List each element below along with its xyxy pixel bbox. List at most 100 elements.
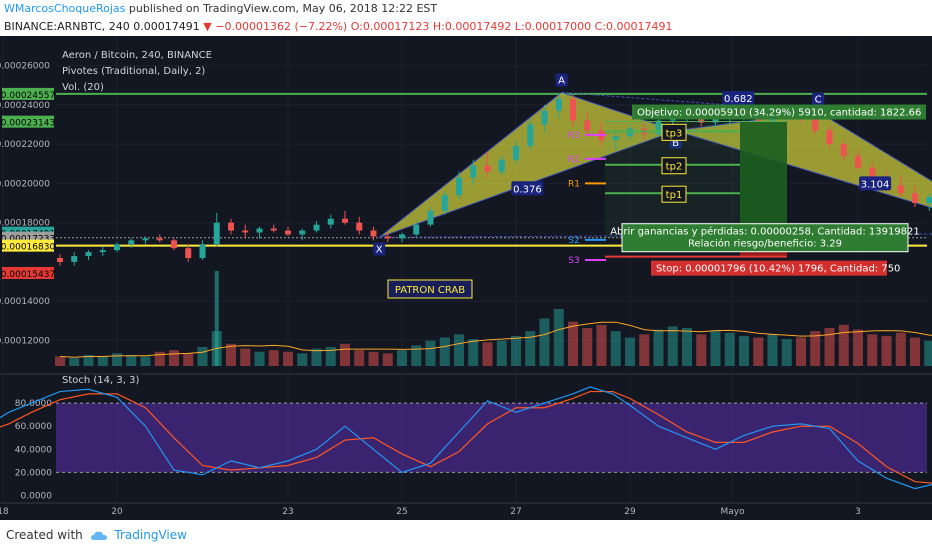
pattern-ratio-label: 3.104 [861,179,890,190]
time-tick-label: 25 [396,507,407,517]
target-info-box [632,104,926,120]
volume-bar [183,353,194,366]
price-tick-label: 0.00020000 [0,179,50,189]
stoch-d-line [0,390,932,484]
volume-bar [368,351,379,366]
volume-bar [340,343,350,366]
stoch-tick-label: 20.0000 [15,468,52,478]
price-axis-badge-label: 0.00015437 [1,270,55,280]
volume-bar [140,356,151,366]
target-label-tp1: tp1 [666,190,683,201]
pattern-ratio-badge [722,90,755,105]
candle-body [855,155,861,168]
price-change: −0.00001362 (−7.22%) [215,20,348,33]
volume-bar [539,318,550,366]
pnl-info-box [621,223,909,253]
volume-bar [97,356,108,366]
volume-bar [596,324,607,366]
stop-info-box [651,260,887,276]
candle-body [142,238,149,241]
price-tick-label: 0.00024000 [0,101,50,111]
candle-body [897,185,904,194]
footer: Created with TradingView [0,520,932,550]
pattern-ratio-badge [859,176,892,191]
volume-bar [83,354,94,366]
volume-bar [482,342,493,366]
candle-body [413,224,420,235]
pattern-ac-line [561,91,819,113]
price-axis-badge-label: 0.00023143 [1,119,55,129]
legend-symbol: Aeron / Bitcoin, 240, BINANCE [62,50,212,61]
volume-bar [824,328,835,366]
volume-bar [525,331,536,366]
stoch-tick-label: 80.0000 [15,399,52,409]
legend-volume: Vol. (20) [62,82,104,93]
pattern-name-box [387,279,473,299]
pivot-label-r2: R2 [568,155,580,165]
candle-body [171,240,177,249]
target-box-tp3 [661,123,687,141]
tradingview-cloud-icon [90,531,107,540]
stoch-tick-label: 60.0000 [15,422,52,432]
candle-body [370,230,377,237]
volume-bar [553,309,564,366]
candle-body [114,244,120,251]
candle-body [299,230,306,235]
risk-reward-text: Relación riesgo/beneficio: 3.29 [688,238,842,250]
volume-bar [582,328,593,366]
time-tick-label: 3 [855,507,861,517]
price-axis-badge [2,266,54,279]
tradingview-link[interactable]: TradingView [114,528,187,542]
candle-body [541,110,548,125]
candle-body [655,120,662,135]
volume-bar [69,358,80,366]
down-arrow-icon: ▼ [203,20,212,33]
price-axis-badge [2,239,54,252]
candle-body [242,230,249,233]
price-axis-badge-label: 0.00024557 [1,91,55,101]
volume-bar [354,350,365,366]
candle-body [356,222,363,231]
legend-stoch: Stoch (14, 3, 3) [62,375,140,386]
volume-bar [781,339,792,366]
pattern-point-b-label: B [672,138,679,149]
volume-spike-bar [214,271,219,366]
chart-area[interactable]: 0.00026000 0.00024000 0.00022000 0.00020000… [0,36,932,520]
volume-bar [853,329,863,366]
candle-body [513,146,519,160]
candle-body [912,193,918,204]
chart-svg[interactable]: 0.00026000 0.00024000 0.00022000 0.00020000… [0,36,932,520]
publication-info: published on TradingView.com, May 06, 20… [125,2,438,15]
candle-body [555,98,562,111]
volume-ma-line [59,321,932,358]
pattern-point-c-badge [812,92,825,106]
volume-bar [425,340,436,366]
candle-body [826,130,833,145]
volume-bar [311,348,322,366]
volume-bar [254,351,265,366]
candle-body [228,222,234,231]
price-tick-label: 0.00012000 [0,336,50,346]
volume-bar [568,321,578,366]
time-tick-label: 23 [282,507,293,517]
candle-body [256,228,263,233]
stoch-tick-label: 0.0000 [21,492,53,502]
pivot-label-r1: R1 [568,179,580,189]
volume-bar [325,347,336,366]
candle-body [484,165,491,172]
time-tick-label: Mayo [721,507,746,517]
author-link[interactable]: WMarcosChoqueRojas [4,2,126,15]
candle-body [427,210,434,225]
pattern-name-label: PATRON CRAB [395,285,465,296]
volume-bar [653,329,664,366]
volume-bar [496,340,507,366]
symbol-ohlc-header: BINANCE:ARNBTC, 240 0.00017491 ▼ −0.0000… [0,18,932,36]
candle-body [270,228,277,231]
volume-bar [867,334,878,366]
pattern-point-a-badge [555,73,568,87]
pattern-point-x-badge [373,242,386,256]
volume-bar [454,334,464,366]
volume-bar [468,339,479,366]
price-axis-badge [2,115,54,128]
candle-body [71,256,78,262]
